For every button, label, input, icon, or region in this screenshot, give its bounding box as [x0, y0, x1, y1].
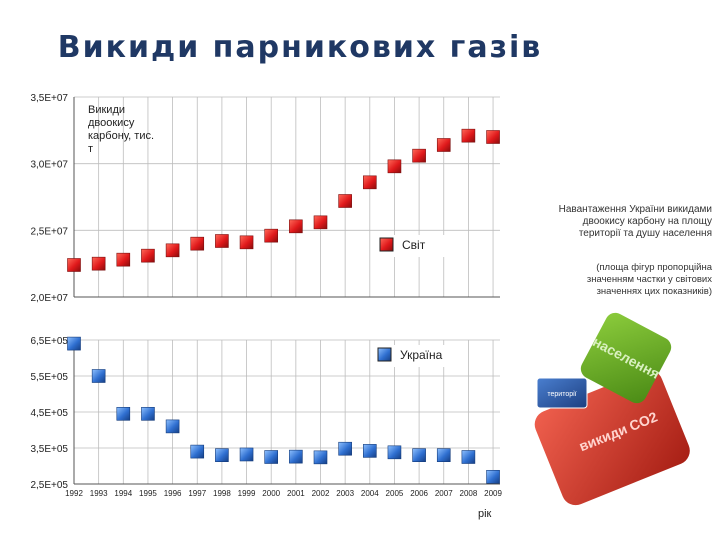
x-tick-label: 1998: [213, 489, 231, 498]
x-tick-label: 1999: [238, 489, 256, 498]
x-tick-label: 1994: [114, 489, 132, 498]
x-tick-label: 2006: [410, 489, 428, 498]
data-point-ukraine: [313, 450, 328, 465]
data-point-ukraine: [362, 444, 377, 458]
x-tick-label: 2004: [361, 489, 379, 498]
legend-background: [376, 235, 462, 257]
y-tick-label: 4,5E+05: [30, 408, 68, 419]
data-point-world: [387, 159, 402, 174]
data-point-world: [141, 248, 155, 263]
data-point-world: [116, 252, 131, 267]
territory-label: території: [547, 390, 576, 398]
data-point-ukraine: [141, 406, 155, 421]
data-point-ukraine: [387, 445, 402, 460]
y-tick-label: 6,5E+05: [30, 336, 68, 347]
data-point-world: [215, 234, 229, 248]
y-tick-label: 2,0E+07: [30, 293, 68, 304]
data-point-world: [338, 194, 352, 208]
data-point-ukraine: [116, 406, 131, 421]
data-point-ukraine: [190, 444, 205, 459]
data-point-ukraine: [436, 448, 451, 463]
x-tick-label: 2005: [386, 489, 404, 498]
x-tick-label: 1992: [65, 489, 83, 498]
data-point-world: [264, 228, 279, 243]
data-point-ukraine: [461, 450, 476, 464]
y-axis-label: Викиди двоокису карбону, тис. т: [88, 104, 155, 155]
side-note-sub: (площа фігур пропорційна значенням частк…: [586, 262, 712, 297]
data-point-ukraine: [289, 449, 303, 464]
y-tick-label: 5,5E+05: [30, 372, 68, 383]
data-point-ukraine: [67, 336, 81, 351]
x-tick-label: 2002: [312, 489, 330, 498]
data-point-ukraine: [412, 448, 426, 463]
y-tick-label: 3,5E+07: [30, 93, 68, 104]
legend-swatch: [377, 347, 392, 362]
data-point-world: [313, 215, 328, 230]
y-tick-label: 3,0E+07: [30, 160, 68, 171]
legend-label: Україна: [400, 348, 443, 362]
data-point-ukraine: [486, 469, 500, 484]
data-point-world: [239, 235, 254, 250]
data-point-ukraine: [215, 448, 229, 463]
x-tick-label: 1995: [139, 489, 157, 498]
data-point-ukraine: [165, 419, 180, 434]
data-point-world: [91, 256, 106, 271]
legend-background: [374, 345, 460, 367]
data-point-world: [165, 243, 180, 258]
data-point-ukraine: [239, 447, 254, 462]
data-point-world: [190, 236, 205, 251]
x-tick-label: 2003: [336, 489, 354, 498]
side-note-main: Навантаження України викидами двоокису к…: [558, 204, 712, 239]
x-axis-label: рік: [478, 508, 492, 520]
x-tick-label: 1996: [164, 489, 182, 498]
data-point-world: [362, 175, 377, 190]
x-tick-label: 2009: [484, 489, 502, 498]
proportional-shapes-diagram: населення викиди CO2 території: [534, 312, 690, 506]
population-shape: [580, 312, 672, 404]
data-point-world: [436, 138, 451, 152]
x-tick-label: 1993: [90, 489, 108, 498]
y-tick-label: 2,5E+05: [30, 480, 68, 491]
legend-label: Світ: [402, 238, 426, 252]
page-title: Викиди парникових газів: [57, 30, 543, 65]
data-point-world: [412, 148, 426, 163]
x-tick-label: 2007: [435, 489, 453, 498]
x-tick-label: 1997: [188, 489, 206, 498]
legend-swatch: [379, 237, 394, 252]
x-tick-label: 2001: [287, 489, 305, 498]
data-point-ukraine: [264, 450, 279, 464]
data-point-world: [289, 219, 303, 234]
data-point-world: [461, 128, 476, 143]
y-tick-label: 3,5E+05: [30, 444, 68, 455]
data-point-ukraine: [338, 441, 352, 456]
data-point-ukraine: [91, 369, 106, 383]
y-tick-label: 2,5E+07: [30, 226, 68, 237]
data-point-world: [67, 258, 81, 272]
data-point-world: [486, 130, 500, 144]
x-tick-label: 2000: [262, 489, 280, 498]
territory-shape: [536, 377, 588, 409]
x-tick-label: 2008: [460, 489, 478, 498]
